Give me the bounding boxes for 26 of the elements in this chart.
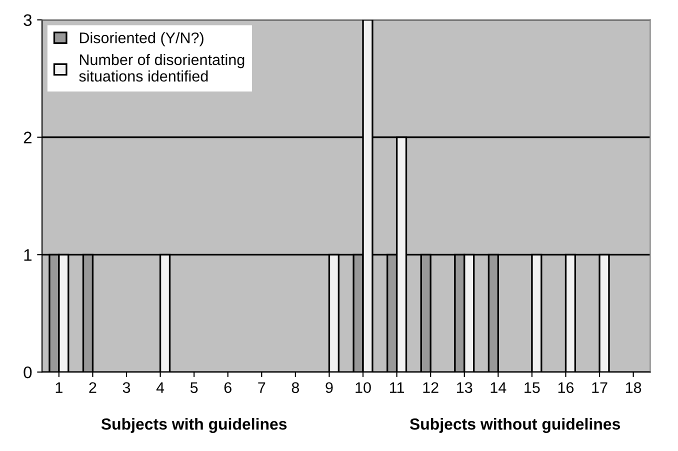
legend-label: Disoriented (Y/N?) — [80, 32, 204, 46]
x-tick-label: 10 — [356, 382, 371, 394]
x-tick-label: 9 — [326, 382, 333, 394]
x-tick-label: 15 — [524, 382, 540, 394]
y-tick-label: 1 — [24, 249, 32, 261]
y-tick-label: 3 — [24, 14, 32, 26]
x-tick-label: 3 — [122, 382, 130, 394]
y-tick-label: 0 — [24, 366, 32, 378]
text: Subjects without guidelines — [410, 418, 620, 433]
legend-label: Number of disorientating situations identified — [79, 54, 244, 82]
x-tick-label: 11 — [390, 382, 404, 393]
x-tick-label: 1 — [56, 382, 62, 393]
text: Subjects with guidelines — [101, 418, 287, 433]
x-tick-label: 16 — [558, 382, 574, 394]
y-tick-label: 2 — [24, 132, 32, 144]
x-tick-label: 12 — [423, 382, 438, 393]
x-tick-label: 6 — [224, 382, 232, 394]
x-tick-label: 14 — [490, 382, 506, 393]
x-tick-label: 2 — [89, 382, 96, 393]
x-tick-label: 18 — [626, 382, 642, 394]
x-tick-label: 8 — [292, 382, 300, 394]
x-tick-label: 7 — [258, 382, 266, 393]
x-tick-label: 5 — [190, 382, 198, 394]
x-tick-label: 17 — [592, 382, 608, 393]
x-tick-label: 4 — [156, 382, 164, 393]
x-tick-label: 13 — [457, 382, 472, 394]
